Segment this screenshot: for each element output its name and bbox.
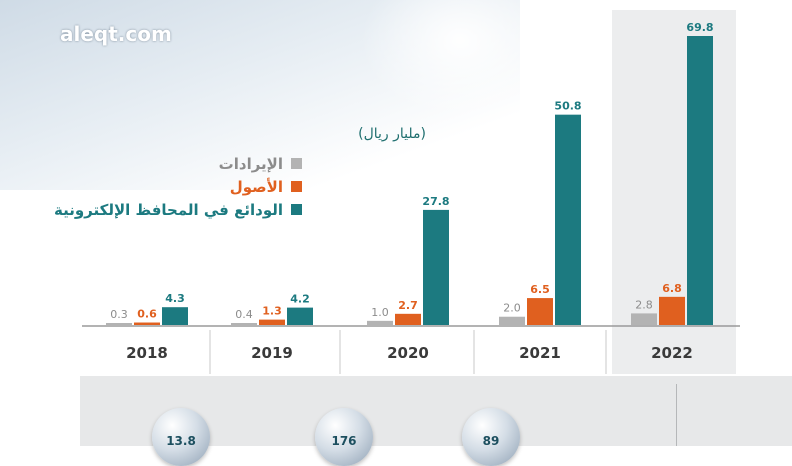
bar-2-2020 <box>423 209 449 325</box>
stat-value-3: 89 <box>482 434 500 448</box>
legend-swatch-deposits <box>291 204 302 215</box>
data-label-2-2022: 69.8 <box>686 21 713 34</box>
bar-0-2020 <box>367 320 393 325</box>
stat-value-1: 13.8 <box>166 434 196 448</box>
bottom-divider <box>676 384 677 446</box>
stat-ball-3: 89 <box>462 408 520 466</box>
x-tick-label-2021: 2021 <box>519 344 561 362</box>
bar-1-2020 <box>395 313 421 325</box>
data-label-1-2022: 6.8 <box>662 282 682 295</box>
legend-item-deposits: الودائع في المحافظ الإلكترونية <box>54 198 302 221</box>
legend-item-assets: الأصول <box>54 175 302 198</box>
data-label-2-2019: 4.2 <box>290 293 310 306</box>
data-label-0-2019: 0.4 <box>235 308 253 321</box>
stat-ball-2: 176 <box>315 408 373 466</box>
bar-chart: 0.3 0.6 4.3 2018 0.4 1.3 4.2 2019 1.0 2.7 27.8 2020… <box>82 21 740 374</box>
data-label-0-2021: 2.0 <box>503 302 521 315</box>
data-label-1-2020: 2.7 <box>398 299 418 312</box>
legend-swatch-revenue <box>291 158 302 169</box>
bar-2-2021 <box>555 114 581 325</box>
data-label-1-2018: 0.6 <box>137 308 157 321</box>
bar-2-2018 <box>162 307 188 325</box>
bar-0-2022 <box>631 313 657 325</box>
site-logo[interactable]: aleqt.com <box>60 22 172 46</box>
bar-0-2021 <box>499 316 525 325</box>
bar-1-2022 <box>659 296 685 325</box>
stat-ball-1: 13.8 <box>152 408 210 466</box>
legend-label-assets: الأصول <box>229 177 283 196</box>
bar-2-2022 <box>687 36 713 325</box>
bar-0-2018 <box>106 323 132 325</box>
data-label-0-2022: 2.8 <box>635 298 653 311</box>
x-tick-label-2019: 2019 <box>251 344 293 362</box>
x-tick-label-2020: 2020 <box>387 344 429 362</box>
stat-value-2: 176 <box>331 434 357 448</box>
data-label-2-2020: 27.8 <box>422 195 449 208</box>
data-label-0-2020: 1.0 <box>371 306 389 319</box>
bar-2-2019 <box>287 307 313 325</box>
x-tick-label-2018: 2018 <box>126 344 168 362</box>
legend-label-revenue: الإيرادات <box>218 154 283 173</box>
legend-swatch-assets <box>291 181 302 192</box>
legend: الإيرادات الأصول الودائع في المحافظ الإل… <box>54 152 302 221</box>
data-label-2-2021: 50.8 <box>554 100 581 113</box>
legend-item-revenue: الإيرادات <box>54 152 302 175</box>
hero-glow <box>360 0 560 120</box>
data-label-0-2018: 0.3 <box>110 308 128 321</box>
bar-1-2018 <box>134 322 160 325</box>
x-tick-label-2022: 2022 <box>651 344 693 362</box>
legend-label-deposits: الودائع في المحافظ الإلكترونية <box>53 200 283 219</box>
unit-label: (مليار ريال) <box>358 126 426 142</box>
bar-0-2019 <box>231 323 257 325</box>
bar-1-2019 <box>259 319 285 325</box>
data-label-2-2018: 4.3 <box>165 292 185 305</box>
data-label-1-2021: 6.5 <box>530 283 550 296</box>
bar-1-2021 <box>527 298 553 325</box>
data-label-1-2019: 1.3 <box>262 305 282 318</box>
